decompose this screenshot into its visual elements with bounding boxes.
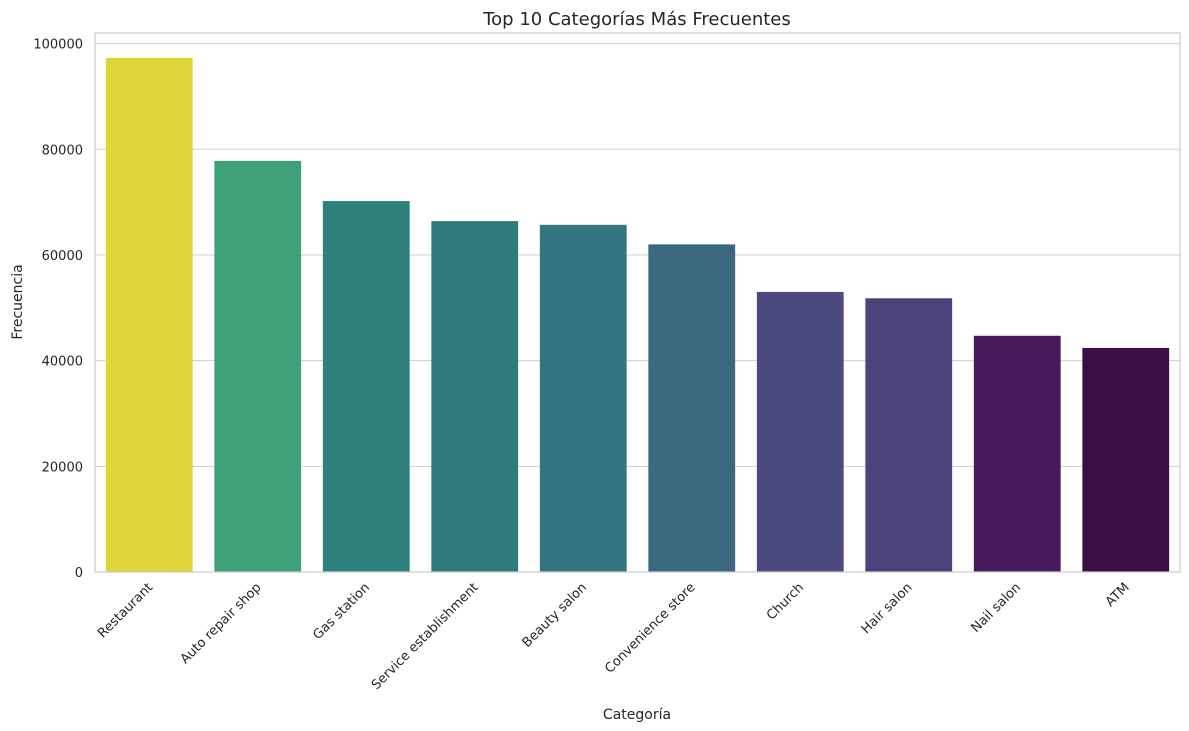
bar [431, 221, 519, 572]
bar [322, 201, 410, 572]
bar [865, 298, 953, 572]
x-tick-label: ATM [1103, 580, 1133, 610]
bar [539, 224, 627, 572]
x-tick-label: Church [764, 580, 807, 623]
bar [214, 160, 302, 573]
x-axis-ticks: Restaurant Auto repair shop Gas stationSer… [95, 580, 1132, 693]
y-tick-label: 100000 [33, 38, 83, 53]
y-tick-label: 0 [75, 566, 83, 581]
y-axis-ticks: 0 20000 40000 60000 80000 100000 [33, 38, 83, 581]
x-tick-label: Restaurant [95, 580, 156, 641]
plot-frame [94, 32, 1181, 573]
x-axis-label: Categoría [603, 707, 671, 723]
bars [105, 57, 1170, 573]
y-tick-label: 20000 [42, 460, 83, 475]
x-tick-label: Service establishment [369, 580, 482, 693]
bar [973, 335, 1061, 572]
bar [756, 291, 844, 572]
x-tick-label: Hair salon [859, 580, 916, 637]
y-tick-label: 80000 [42, 143, 83, 158]
bar [105, 57, 193, 572]
x-tick-label: Beauty salon [520, 580, 590, 650]
y-tick-label: 60000 [42, 249, 83, 264]
x-tick-label: Nail salon [969, 580, 1025, 636]
x-tick-label: Convenience store [602, 580, 698, 676]
x-tick-label: Gas station [310, 580, 373, 643]
bar [648, 244, 736, 572]
y-axis-label: Frecuencia [10, 264, 26, 339]
x-tick-label: Auto repair shop [178, 580, 265, 667]
bar [1082, 347, 1170, 572]
chart-title: Top 10 Categorías Más Frecuentes [482, 9, 791, 30]
y-tick-label: 40000 [42, 355, 83, 370]
